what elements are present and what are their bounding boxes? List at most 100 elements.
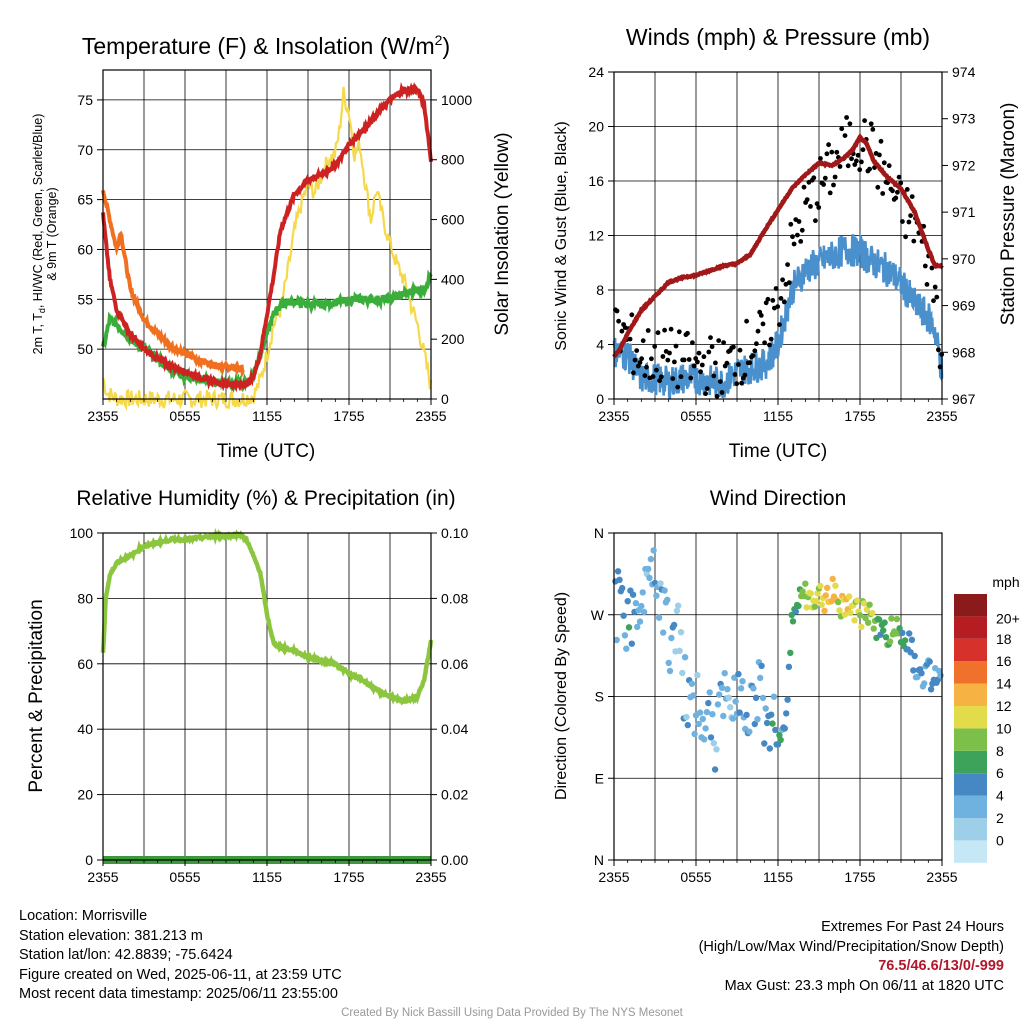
gust-point: [929, 265, 935, 271]
gust-point: [931, 298, 936, 304]
gust-point: [762, 340, 767, 346]
direction-point: [623, 645, 630, 652]
direction-point: [856, 612, 864, 619]
direction-point: [803, 604, 810, 611]
pressure-right-tick-label: 968: [952, 344, 976, 360]
gust-point: [937, 364, 943, 370]
gust-point: [704, 386, 710, 391]
gust-point: [847, 121, 853, 127]
direction-point: [854, 597, 861, 604]
direction-point: [834, 598, 842, 606]
direction-point: [718, 684, 726, 691]
gust-point: [696, 350, 702, 356]
gust-point: [750, 353, 756, 358]
direction-point: [829, 575, 836, 583]
direction-point: [616, 576, 623, 583]
direction-point: [624, 598, 631, 605]
precip-right-tick-label: 0.06: [441, 656, 468, 672]
gust-point: [837, 164, 843, 169]
direction-point: [927, 686, 935, 693]
direction-point: [727, 704, 734, 711]
speed-legend-label: 8: [996, 743, 1004, 759]
direction-point: [896, 625, 903, 632]
gust-point: [934, 294, 940, 300]
gust-point: [854, 158, 859, 164]
gust-point: [780, 277, 785, 283]
gust-point: [695, 359, 700, 365]
pressure-right-axis: 967 968 969 970 971 972 973 974: [942, 64, 976, 407]
direction-point: [772, 726, 779, 734]
gust-point: [877, 152, 882, 158]
gust-point: [906, 219, 912, 225]
temperature-x-tick-label: 1755: [333, 408, 364, 424]
direction-x-tick-label: 2355: [926, 869, 957, 885]
direction-point: [761, 740, 768, 747]
gust-point: [690, 340, 695, 346]
gust-point: [822, 175, 828, 181]
insolation-right-tick-label: 0: [441, 391, 449, 407]
humidity-x-tick-label: 2355: [87, 869, 118, 885]
direction-point: [766, 745, 773, 752]
gust-point: [706, 349, 712, 355]
direction-point: [841, 611, 849, 618]
pressure-right-tick-label: 970: [952, 251, 976, 267]
solar-insolation-line: [101, 86, 433, 412]
humidity-ylabel: Percent & Precipitation: [26, 599, 47, 792]
direction-point: [802, 580, 809, 587]
direction-point: [769, 720, 776, 727]
direction-point: [640, 608, 648, 616]
direction-point: [869, 609, 876, 617]
speed-legend-label: 6: [996, 765, 1004, 781]
gust-point: [904, 187, 910, 192]
speed-legend-swatch: [954, 728, 987, 751]
direction-point: [752, 694, 760, 701]
direction-point: [907, 649, 914, 656]
direction-point: [785, 663, 793, 670]
gust-point: [719, 390, 725, 395]
gust-point: [691, 363, 697, 369]
direction-x-tick-label: 1755: [844, 869, 875, 885]
gust-point: [816, 205, 822, 210]
direction-point: [706, 689, 713, 696]
direction-point: [647, 555, 655, 563]
gust-point: [903, 234, 908, 240]
direction-point: [707, 734, 715, 741]
gust-point: [709, 344, 715, 350]
direction-x-tick-label: 1155: [763, 869, 793, 885]
gust-point: [644, 364, 649, 370]
gust-point: [627, 336, 633, 342]
gust-point: [886, 163, 892, 169]
speed-legend-label: 14: [996, 676, 1012, 692]
station-latlon: Station lat/lon: 42.8839; -75.6424: [19, 947, 233, 964]
gust-point: [747, 360, 753, 366]
direction-point: [762, 705, 769, 712]
direction-point: [847, 609, 854, 617]
gust-point: [635, 363, 641, 369]
humidity-x-tick-label: 2355: [415, 869, 446, 885]
humidity-x-tick-label: 1755: [333, 869, 364, 885]
direction-point: [824, 584, 831, 591]
pressure-right-tick-label: 974: [952, 64, 976, 80]
direction-point: [696, 709, 704, 716]
figure-created: Figure created on Wed, 2025-06-11, at 23…: [19, 966, 342, 983]
wind-x-axis: 2355 0555 1155 1755 2355: [598, 399, 958, 424]
speed-legend-swatch: [954, 661, 987, 684]
direction-point: [695, 720, 702, 728]
direction-point: [701, 736, 708, 743]
speed-legend-swatch: [954, 616, 987, 639]
direction-point: [789, 618, 797, 625]
gust-point: [785, 262, 790, 267]
gust-point: [731, 344, 736, 350]
temperature-x-tick-label: 1155: [252, 408, 282, 424]
gust-point: [716, 338, 722, 343]
gust-point: [827, 190, 833, 196]
gust-point: [737, 347, 743, 353]
direction-point: [743, 711, 750, 719]
direction-point: [763, 719, 771, 727]
direction-point: [783, 710, 790, 717]
direction-point: [777, 736, 784, 744]
direction-point: [709, 711, 716, 718]
gust-point: [786, 280, 792, 286]
direction-point: [711, 766, 719, 773]
direction-point: [661, 587, 668, 594]
